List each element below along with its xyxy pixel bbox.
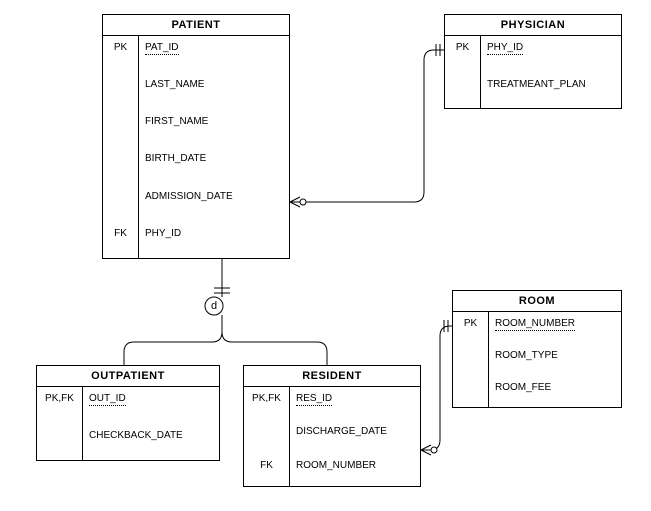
inheritance-marker: d — [205, 297, 223, 315]
attr-cell: RES_ID — [290, 387, 420, 420]
connector-patient-physician — [290, 50, 444, 202]
entity-body: PK,FK OUT_IDCHECKBACK_DATE — [37, 387, 219, 461]
entity-resident: RESIDENT PK,FK FK RES_IDDISCHARGE_DATEROO… — [243, 365, 421, 487]
key-cell — [103, 147, 138, 184]
connector-d-resident — [222, 315, 327, 365]
key-cell — [453, 344, 488, 376]
key-cell — [445, 73, 480, 110]
svg-text:d: d — [211, 300, 217, 312]
attr-cell: BIRTH_DATE — [139, 147, 289, 184]
attr-cell: PHY_ID — [481, 36, 621, 73]
connector-d-outpatient — [124, 315, 222, 365]
entity-title: ROOM — [453, 291, 621, 312]
entity-body: PK ROOM_NUMBERROOM_TYPEROOM_FEE — [453, 312, 621, 408]
key-cell: PK — [103, 36, 138, 73]
entity-physician: PHYSICIAN PK PHY_IDTREATMEANT_PLAN — [444, 14, 622, 109]
cardinality-circle-icon — [431, 447, 437, 453]
attr-cell: ROOM_FEE — [489, 376, 621, 408]
entity-title: PATIENT — [103, 15, 289, 36]
attr-cell: ROOM_TYPE — [489, 344, 621, 376]
key-cell — [103, 185, 138, 222]
entity-title: OUTPATIENT — [37, 366, 219, 387]
key-cell — [103, 110, 138, 147]
key-cell: PK,FK — [244, 387, 289, 420]
attr-cell: FIRST_NAME — [139, 110, 289, 147]
entity-body: PK PHY_IDTREATMEANT_PLAN — [445, 36, 621, 109]
entity-body: PK FK PAT_IDLAST_NAMEFIRST_NAMEBIRTH_DATE… — [103, 36, 289, 259]
entity-room: ROOM PK ROOM_NUMBERROOM_TYPEROOM_FEE — [452, 290, 622, 408]
mandatory-bar-icon — [444, 320, 448, 332]
overlap-bars-icon — [214, 288, 230, 293]
crowfoot-icon — [421, 445, 431, 455]
cardinality-circle-icon — [300, 199, 306, 205]
key-cell — [103, 73, 138, 110]
attr-cell: PHY_ID — [139, 222, 289, 259]
entity-body: PK,FK FK RES_IDDISCHARGE_DATEROOM_NUMBER — [244, 387, 420, 487]
connector-resident-room — [421, 326, 452, 450]
attr-cell: DISCHARGE_DATE — [290, 420, 420, 453]
key-cell: PK — [453, 312, 488, 344]
entity-title: PHYSICIAN — [445, 15, 621, 36]
mandatory-bar-icon — [436, 44, 440, 56]
attr-cell: LAST_NAME — [139, 73, 289, 110]
attr-cell: PAT_ID — [139, 36, 289, 73]
key-cell — [453, 376, 488, 408]
entity-title: RESIDENT — [244, 366, 420, 387]
key-cell: PK,FK — [37, 387, 82, 424]
key-cell: PK — [445, 36, 480, 73]
crowfoot-icon — [290, 197, 300, 207]
attr-cell: OUT_ID — [83, 387, 219, 424]
entity-patient: PATIENT PK FK PAT_IDLAST_NAMEFIRST_NAMEBI… — [102, 14, 290, 259]
attr-cell: ROOM_NUMBER — [290, 454, 420, 487]
key-cell — [244, 420, 289, 453]
attr-cell: TREATMEANT_PLAN — [481, 73, 621, 110]
attr-cell: ROOM_NUMBER — [489, 312, 621, 344]
key-cell: FK — [244, 454, 289, 487]
attr-cell: ADMISSION_DATE — [139, 185, 289, 222]
entity-outpatient: OUTPATIENT PK,FK OUT_IDCHECKBACK_DATE — [36, 365, 220, 461]
attr-cell: CHECKBACK_DATE — [83, 424, 219, 461]
key-cell: FK — [103, 222, 138, 259]
key-cell — [37, 424, 82, 461]
